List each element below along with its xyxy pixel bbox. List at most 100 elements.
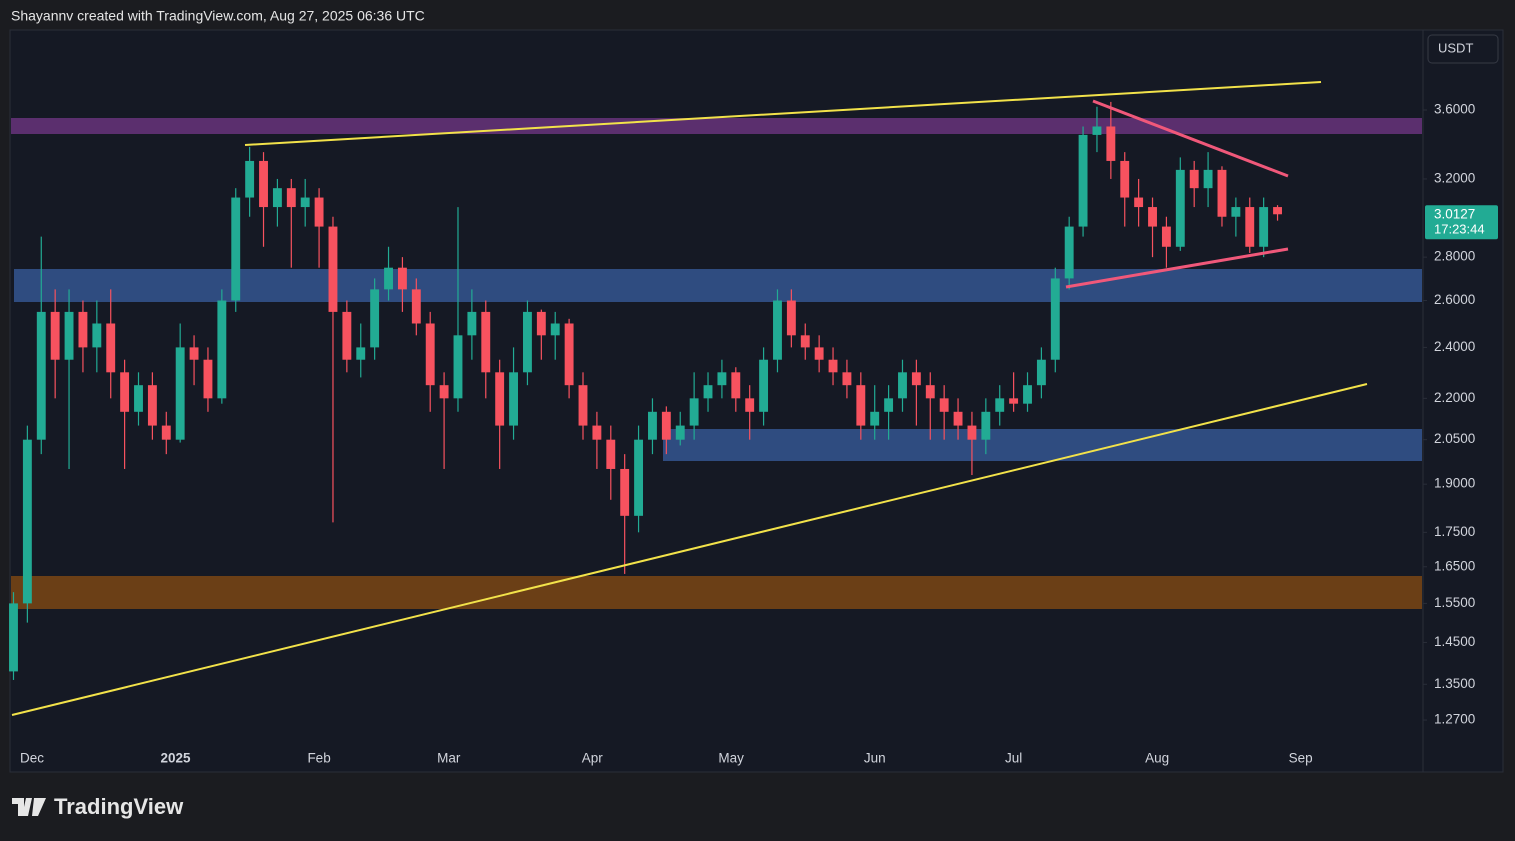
candle-body	[967, 425, 977, 440]
wedge-line	[1065, 247, 1289, 289]
candle-body	[703, 385, 713, 399]
candle-body	[397, 267, 407, 290]
candle-body	[189, 347, 199, 360]
countdown: 17:23:44	[1434, 222, 1485, 237]
zone	[11, 576, 1422, 609]
candle-body	[939, 398, 949, 412]
x-tick-label: Dec	[20, 751, 44, 766]
candle-body	[231, 197, 241, 301]
candle-body	[1259, 207, 1269, 247]
candle-body	[175, 347, 185, 440]
y-tick-label: 2.0500	[1434, 431, 1475, 446]
currency-badge[interactable]	[1427, 34, 1499, 64]
candle-body	[328, 226, 338, 312]
candle-body	[564, 323, 574, 386]
candle-body	[495, 372, 505, 426]
candle-body	[22, 439, 32, 604]
candle-body	[550, 323, 560, 336]
candle-body	[828, 359, 838, 373]
candle-body	[856, 385, 866, 426]
candle-body	[648, 411, 657, 440]
candle-body	[147, 385, 157, 426]
drawings	[11, 81, 1368, 716]
candle-body	[731, 372, 741, 399]
candle-body	[64, 311, 74, 360]
candle-body	[578, 385, 588, 426]
y-tick-label: 1.7500	[1434, 524, 1475, 539]
y-tick-label: 1.2700	[1434, 712, 1475, 727]
candle-body	[1023, 385, 1032, 404]
candle-body	[36, 311, 46, 440]
candle-body	[300, 197, 310, 208]
candle-body	[773, 300, 782, 360]
candle-body	[592, 425, 602, 440]
candle-body	[925, 385, 935, 399]
trend-line	[11, 383, 1368, 716]
y-tick-label: 3.6000	[1434, 102, 1475, 117]
y-tick-label: 2.4000	[1434, 339, 1475, 354]
candle-body	[314, 197, 324, 227]
x-tick-label: Jun	[864, 751, 886, 766]
candle-body	[522, 311, 532, 373]
candle-body	[161, 425, 171, 440]
candle-body	[1175, 169, 1185, 247]
candle-body	[745, 398, 755, 412]
candle-body	[870, 411, 880, 426]
y-tick-label: 1.6500	[1434, 558, 1475, 573]
candle-body	[786, 300, 796, 336]
y-tick-label: 1.5500	[1434, 595, 1475, 610]
candle-body	[1009, 398, 1019, 404]
candle-body	[509, 372, 518, 426]
y-tick-label: 1.9000	[1434, 476, 1475, 491]
trend-line	[244, 81, 1322, 146]
candle-body	[1064, 226, 1074, 279]
candle-body	[884, 398, 894, 412]
axes: 3.6000 3.2000 2.8000 2.6000 2.4000 2.2000 2.05…	[20, 102, 1498, 766]
candle-body	[898, 372, 907, 399]
y-tick-label: 1.4500	[1434, 634, 1475, 649]
brand: TradingView	[54, 794, 184, 819]
candle-body	[689, 398, 699, 426]
y-tick-label: 3.2000	[1434, 171, 1475, 186]
candle-body	[634, 439, 644, 516]
candle-body	[259, 160, 268, 208]
candle-body	[1106, 126, 1116, 161]
candle-body	[1217, 169, 1227, 217]
candles	[9, 101, 1282, 680]
candle-body	[78, 311, 88, 348]
x-tick-label: Feb	[307, 751, 330, 766]
candle-body	[1161, 226, 1171, 247]
candle-body	[981, 411, 991, 440]
candle-body	[1092, 126, 1102, 135]
candle-body	[1036, 359, 1046, 386]
candle-body	[9, 603, 18, 672]
candle-body	[1078, 134, 1088, 227]
candle-body	[245, 160, 255, 198]
y-tick-label: 2.8000	[1434, 249, 1475, 264]
candle-body	[759, 359, 769, 412]
wedge-line	[1092, 99, 1289, 178]
candle-body	[1050, 278, 1060, 360]
footer-logo: TradingView	[12, 794, 184, 819]
candle-body	[814, 347, 824, 360]
candle-body	[425, 323, 435, 386]
candle-body	[467, 311, 477, 336]
x-tick-label: Aug	[1145, 751, 1169, 766]
currency-label: USDT	[1438, 40, 1473, 55]
zone	[11, 118, 1422, 134]
candle-body	[911, 372, 921, 386]
candle-body	[842, 372, 852, 386]
candle-body	[50, 311, 60, 360]
x-tick-label: 2025	[161, 751, 192, 766]
candle-body	[800, 335, 810, 348]
last-price-box	[1425, 205, 1498, 240]
candle-body	[203, 359, 213, 399]
candle-body	[370, 289, 380, 348]
candle-body	[661, 411, 671, 440]
candle-body	[1231, 207, 1241, 217]
x-tick-label: Jul	[1005, 751, 1022, 766]
y-tick-label: 2.6000	[1434, 292, 1475, 307]
candle-body	[134, 385, 143, 412]
candle-body	[536, 311, 546, 336]
